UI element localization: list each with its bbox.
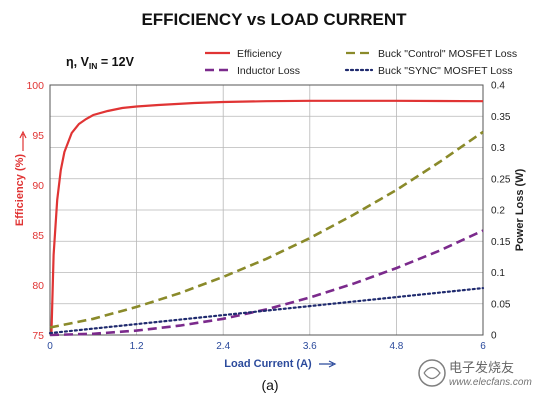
y-right-tick-label: 0 [491, 331, 497, 342]
legend-label-inductor: Inductor Loss [237, 65, 300, 77]
y-left-tick-label: 75 [32, 330, 44, 342]
y-right-tick-label: 0.1 [491, 268, 505, 279]
y-right-tick-label: 0.3 [491, 143, 505, 154]
y-left-tick-label: 85 [32, 230, 44, 242]
watermark-logo-icon [418, 359, 446, 387]
series-line-2 [49, 229, 484, 337]
series-line-3 [48, 287, 485, 335]
chart-title: EFFICIENCY vs LOAD CURRENT [141, 10, 407, 29]
x-tick-label: 3.6 [303, 341, 317, 352]
x-tick-label: 6 [480, 341, 486, 352]
y-left-tick-label: 80 [32, 280, 44, 292]
x-axis-label: Load Current (A) [224, 358, 312, 370]
watermark-url: www.elecfans.com [449, 377, 532, 388]
x-tick-label: 1.2 [130, 341, 144, 352]
series-line-1 [49, 130, 484, 329]
y-right-tick-label: 0.4 [491, 81, 505, 92]
legend-label-efficiency: Efficiency [237, 48, 282, 60]
legend: Efficiency Inductor Loss Buck "Control" … [205, 48, 517, 77]
plot-area: 0 1.2 2.4 3.6 4.8 6 75 80 85 90 95 100 0 0.05 0.1 0.15 0… [26, 80, 510, 352]
y-right-tick-label: 0.25 [491, 174, 511, 185]
x-tick-label: 4.8 [389, 341, 403, 352]
legend-label-sync: Buck "SYNC" MOSFET Loss [378, 65, 512, 77]
y-left-tick-label: 100 [26, 80, 44, 92]
series-line-0 [50, 99, 484, 336]
y-left-tick-label: 90 [32, 180, 44, 192]
y-right-tick-label: 0.2 [491, 206, 505, 217]
y-right-tick-label: 0.15 [491, 237, 511, 248]
y-axis-left-arrow-icon [19, 130, 27, 151]
y-axis-left-label: Efficiency (%) [14, 154, 26, 226]
x-tick-label: 2.4 [216, 341, 230, 352]
figure-caption: (a) [261, 377, 278, 393]
watermark-text: 电子发烧友 [449, 360, 514, 375]
x-axis-arrow-icon [319, 360, 337, 368]
plot-border [49, 84, 484, 336]
condition-label: η, VIN = 12V [66, 55, 135, 71]
y-axis-right-label: Power Loss (W) [514, 168, 526, 251]
y-left-tick-label: 95 [32, 130, 44, 142]
y-right-tick-label: 0.35 [491, 112, 511, 123]
legend-label-control: Buck "Control" MOSFET Loss [378, 48, 517, 60]
x-tick-label: 0 [47, 341, 53, 352]
watermark: 电子发烧友 www.elecfans.com [418, 359, 532, 388]
y-right-tick-label: 0.05 [491, 299, 511, 310]
